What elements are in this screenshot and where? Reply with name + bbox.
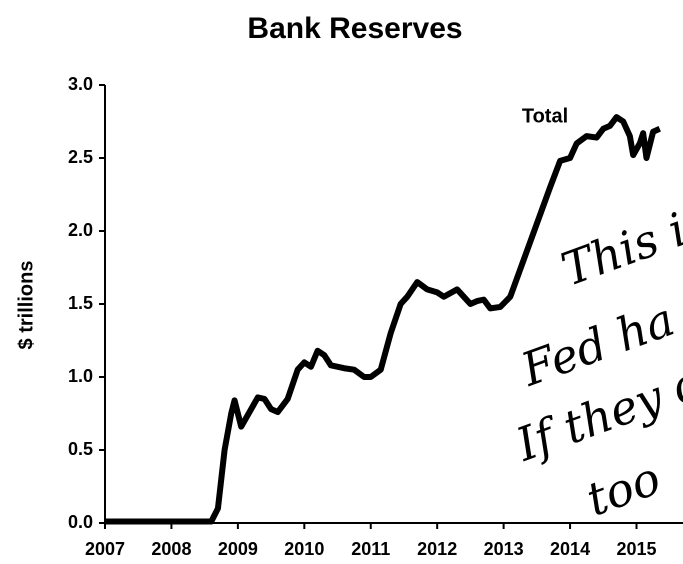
y-tick-label: 0.5 — [68, 439, 93, 459]
x-tick-label: 2015 — [616, 539, 656, 559]
y-tick-label: 3.0 — [68, 74, 93, 94]
y-tick-label: 2.0 — [68, 220, 93, 240]
y-tick-label: 1.0 — [68, 366, 93, 386]
y-tick-label: 0.0 — [68, 512, 93, 532]
handwritten-note: This i — [554, 202, 683, 297]
x-tick-label: 2010 — [284, 539, 324, 559]
y-tick-label: 1.5 — [68, 293, 93, 313]
x-tick-label: 2009 — [218, 539, 258, 559]
series-line — [105, 114, 661, 525]
handwritten-note: too — [579, 451, 667, 527]
x-tick-label: 2013 — [484, 539, 524, 559]
y-axis-label: $ trillions — [15, 261, 37, 350]
x-tick-label: 2011 — [351, 539, 390, 559]
y-tick-label: 2.5 — [68, 147, 93, 167]
x-tick-label: 2007 — [85, 539, 125, 559]
x-tick-label: 2008 — [151, 539, 191, 559]
x-tick-label: 2012 — [417, 539, 457, 559]
chart-title: Bank Reserves — [247, 12, 462, 45]
series-label: Total — [522, 105, 568, 127]
x-tick-label: 2014 — [550, 539, 590, 559]
